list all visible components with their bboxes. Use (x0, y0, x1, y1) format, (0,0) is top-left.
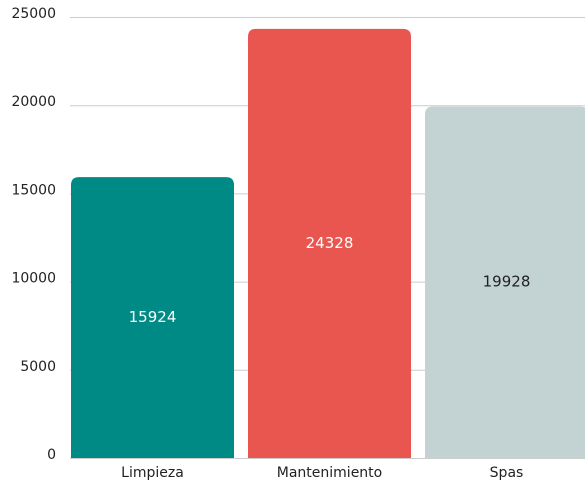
y-tick-label: 15000 (11, 182, 56, 198)
bar (71, 177, 234, 458)
y-tick-label: 5000 (20, 359, 56, 375)
data-label: 19928 (483, 273, 531, 291)
y-tick-label: 0 (47, 447, 56, 463)
y-tick-label: 25000 (11, 6, 56, 22)
x-tick-label: Limpieza (121, 465, 184, 481)
y-tick-label: 10000 (11, 271, 56, 287)
y-tick-label: 20000 (11, 94, 56, 110)
data-label: 24328 (306, 234, 354, 252)
bar (425, 106, 585, 458)
x-tick-label: Mantenimiento (277, 465, 382, 481)
data-label: 15924 (129, 308, 177, 326)
bar (248, 28, 411, 459)
x-tick-label: Spas (490, 465, 524, 481)
